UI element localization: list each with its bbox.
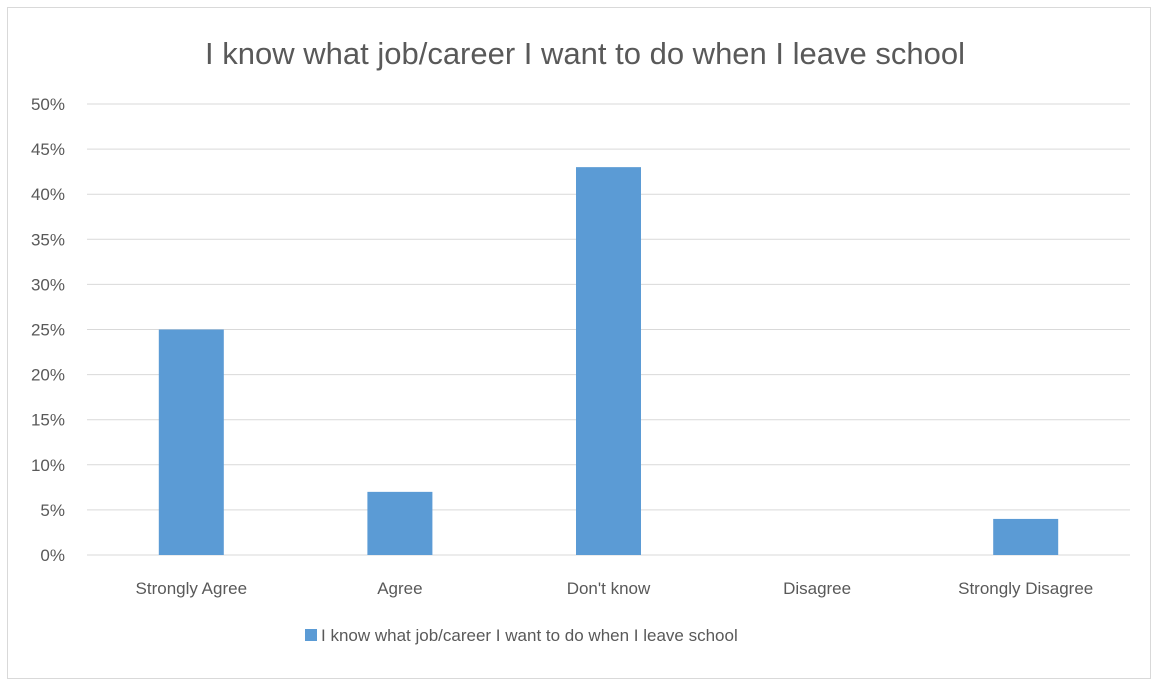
x-tick-label: Disagree: [783, 579, 851, 598]
bar: [158, 329, 224, 555]
x-axis-ticks: Strongly Agree Agree Don't know Disagree Str…: [136, 579, 1094, 598]
y-tick-label: 0%: [40, 546, 65, 565]
y-tick-label: 15%: [31, 411, 65, 430]
x-tick-label: Don't know: [567, 579, 651, 598]
y-tick-label: 30%: [31, 275, 65, 294]
y-tick-label: 45%: [31, 140, 65, 159]
y-axis-ticks: 0% 5% 10% 15% 20% 25% 30% 35% 40% 45% 50%: [31, 95, 65, 565]
y-tick-label: 5%: [40, 501, 65, 520]
y-tick-label: 10%: [31, 456, 65, 475]
y-tick-label: 25%: [31, 321, 65, 340]
legend-swatch: [305, 629, 317, 641]
x-tick-label: Agree: [377, 579, 422, 598]
y-tick-label: 50%: [31, 95, 65, 114]
bar: [993, 518, 1059, 555]
bars: [158, 167, 1059, 555]
bar: [367, 491, 433, 555]
legend-label: I know what job/career I want to do when…: [321, 626, 738, 645]
y-tick-label: 35%: [31, 230, 65, 249]
bar: [576, 167, 641, 555]
y-tick-label: 40%: [31, 185, 65, 204]
x-tick-label: Strongly Disagree: [958, 579, 1093, 598]
y-tick-label: 20%: [31, 366, 65, 385]
chart-title: I know what job/career I want to do when…: [205, 36, 965, 71]
legend: I know what job/career I want to do when…: [305, 626, 738, 645]
x-tick-label: Strongly Agree: [136, 579, 248, 598]
